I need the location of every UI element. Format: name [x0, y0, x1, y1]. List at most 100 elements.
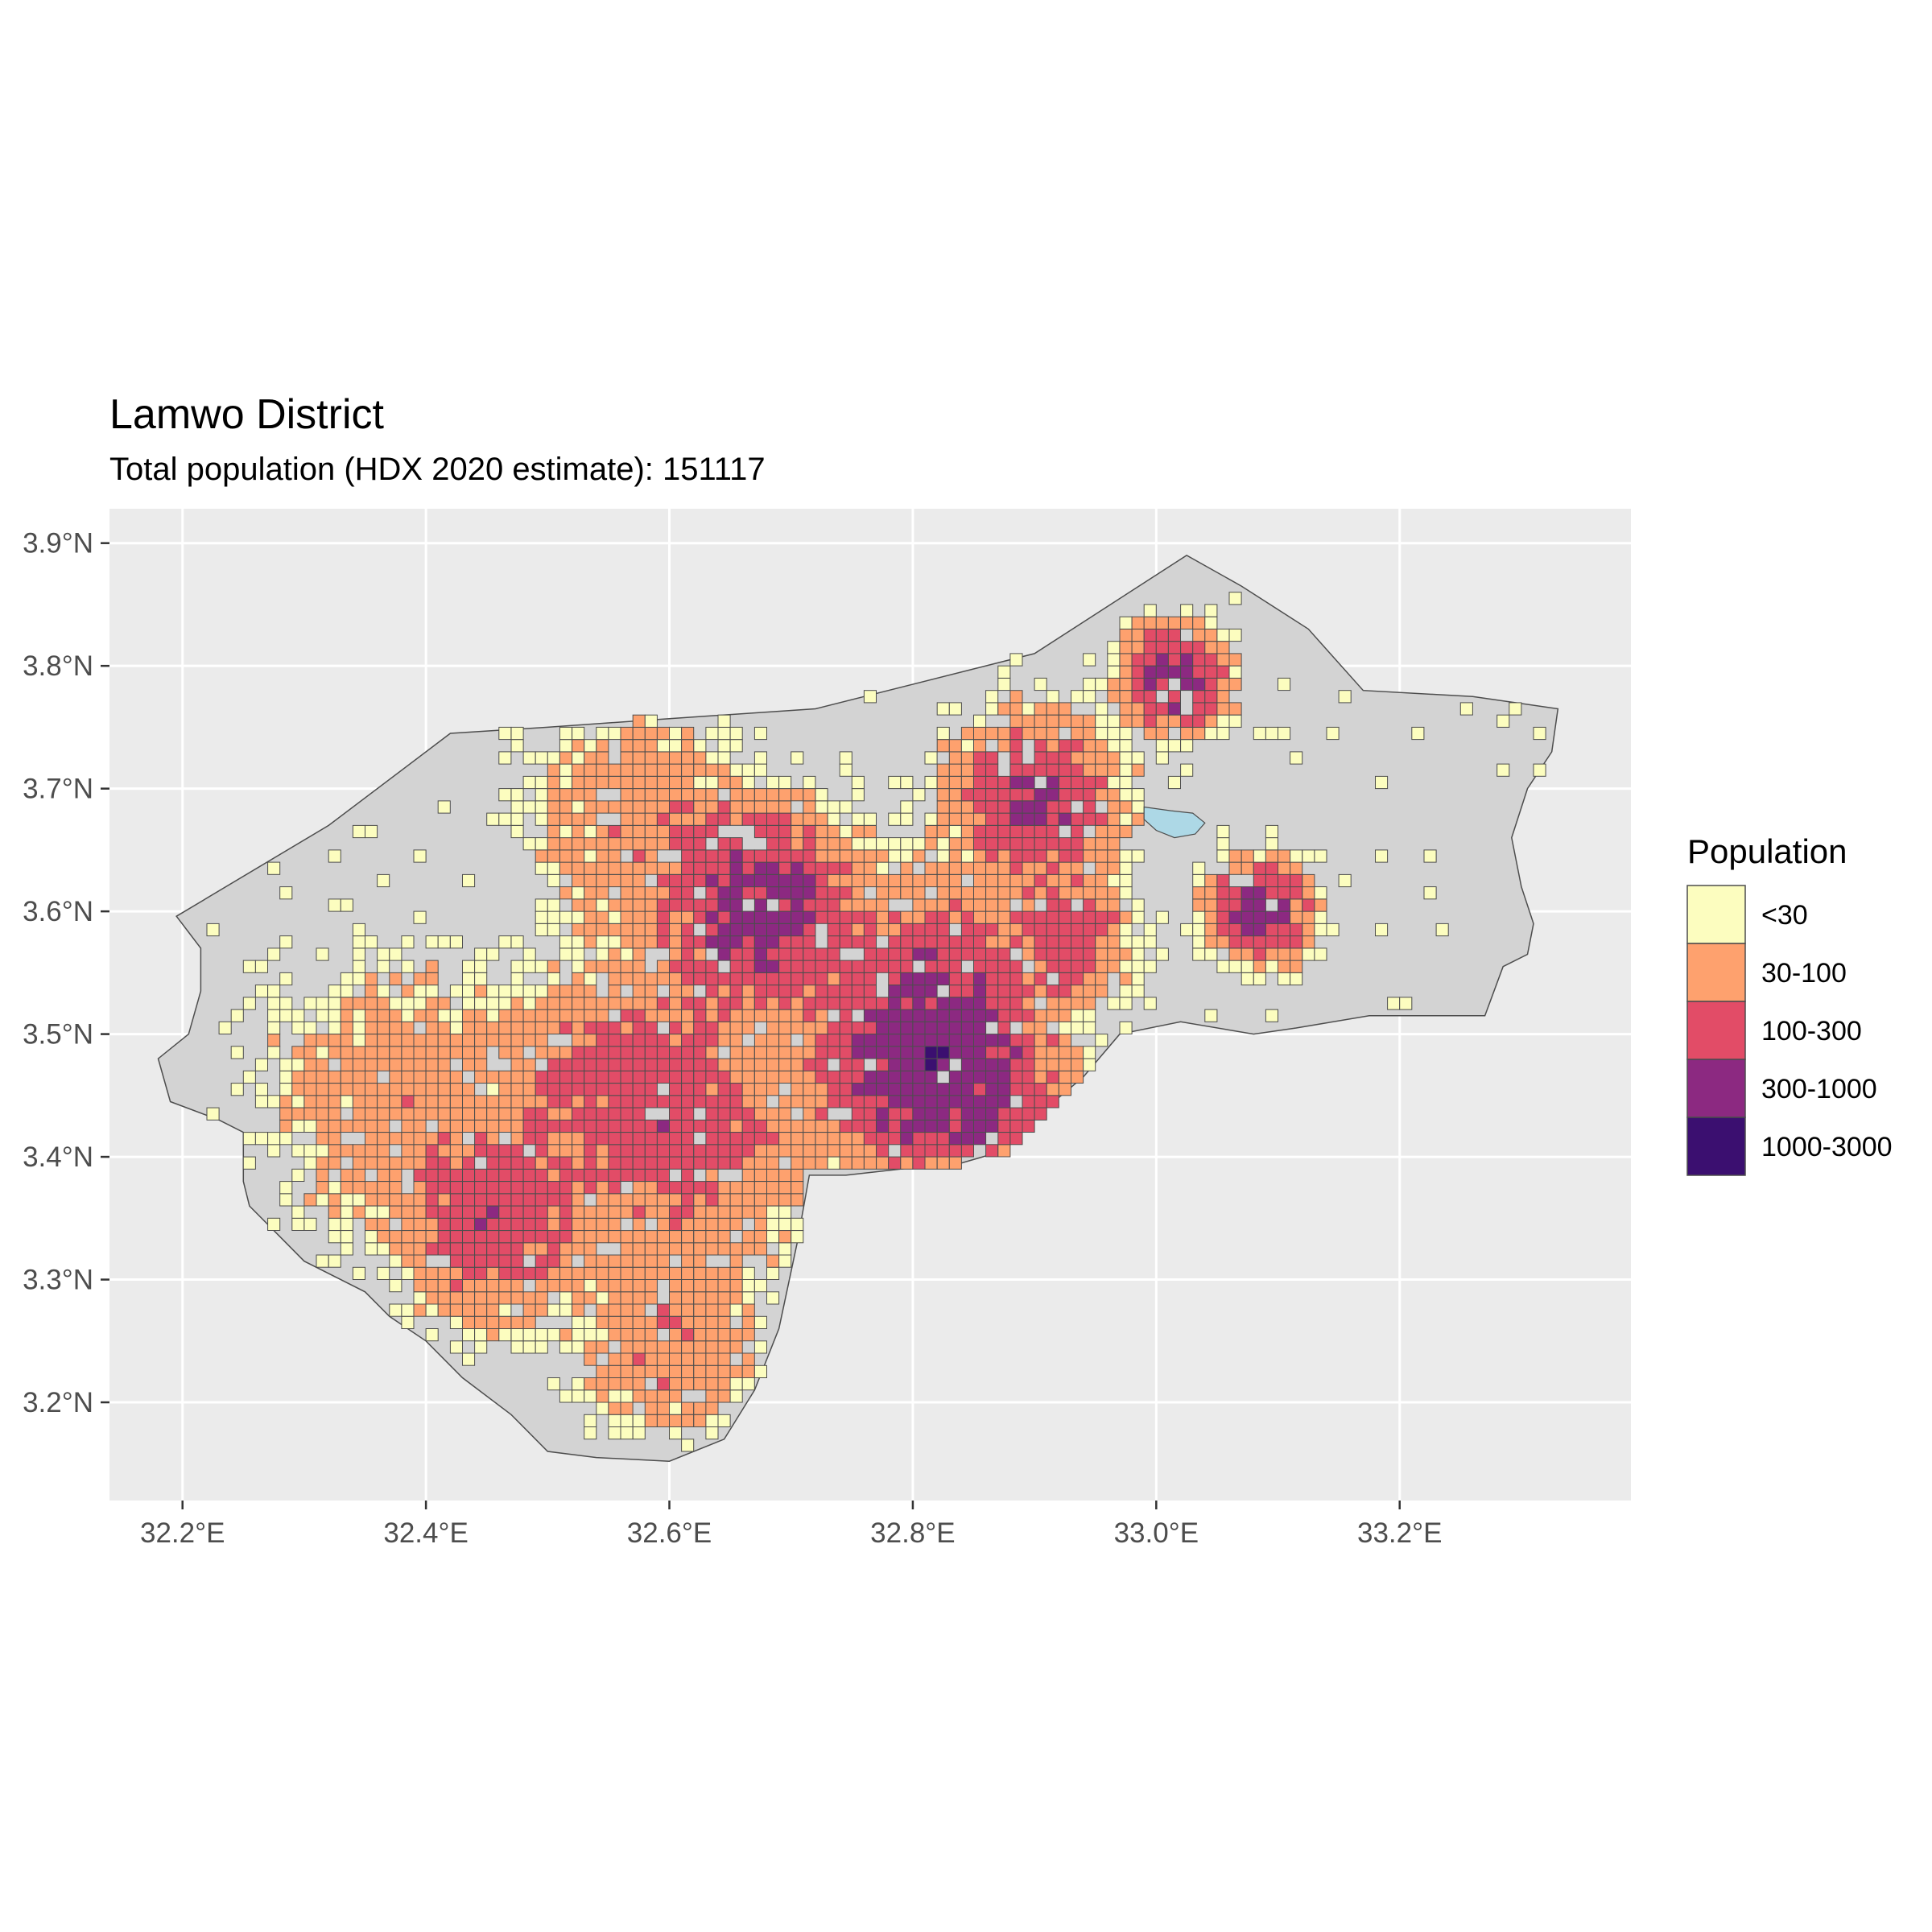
population-cell: [425, 1181, 439, 1195]
population-cell: [365, 1181, 378, 1195]
population-cell: [900, 997, 914, 1010]
population-cell: [960, 1107, 975, 1121]
population-cell: [572, 800, 585, 814]
population-cell: [827, 1144, 840, 1158]
population-cell: [316, 1156, 329, 1170]
population-cell: [912, 1046, 926, 1059]
population-cell: [888, 1095, 902, 1108]
population-cell: [705, 1315, 719, 1330]
population-cell: [572, 1009, 585, 1022]
population-cell: [1058, 960, 1072, 973]
population-cell: [1107, 947, 1121, 961]
population-cell: [729, 972, 743, 986]
population-cell: [778, 1095, 792, 1108]
population-cell: [632, 997, 646, 1010]
population-cell: [888, 1083, 902, 1096]
population-cell: [1058, 1083, 1072, 1096]
population-cell: [669, 726, 683, 741]
population-cell: [815, 1070, 828, 1084]
population-cell: [656, 1168, 671, 1183]
population-cell: [425, 1021, 439, 1035]
population-cell: [449, 1021, 464, 1035]
population-cell: [693, 1279, 707, 1293]
population-cell: [316, 1168, 329, 1183]
population-cell: [827, 1034, 840, 1047]
population-cell: [717, 739, 731, 753]
population-cell: [584, 1389, 597, 1403]
population-cell: [753, 1168, 768, 1183]
population-cell: [620, 861, 634, 875]
population-cell: [681, 997, 695, 1010]
population-cell: [486, 1034, 500, 1047]
population-cell: [948, 788, 962, 802]
population-cell: [437, 1046, 451, 1059]
population-cell: [669, 1426, 683, 1440]
population-cell: [973, 824, 987, 839]
population-cell: [1399, 997, 1413, 1010]
population-cell: [437, 1217, 451, 1232]
population-cell: [912, 1058, 926, 1071]
population-cell: [863, 824, 877, 839]
population-cell: [778, 1205, 792, 1219]
population-cell: [535, 898, 548, 912]
population-cell: [632, 1156, 646, 1170]
population-cell: [449, 1315, 464, 1330]
population-cell: [425, 985, 439, 998]
population-cell: [510, 1193, 524, 1207]
population-cell: [1143, 677, 1157, 691]
population-cell: [1131, 714, 1145, 728]
population-cell: [608, 824, 621, 839]
population-cell: [218, 1021, 232, 1035]
population-cell: [778, 1193, 792, 1207]
population-cell: [827, 824, 840, 839]
population-cell: [1119, 972, 1133, 986]
population-cell: [596, 873, 609, 888]
population-cell: [291, 1217, 305, 1232]
population-cell: [535, 1168, 548, 1183]
population-cell: [510, 1046, 524, 1059]
population-cell: [437, 1230, 451, 1244]
population-cell: [1095, 775, 1108, 790]
population-cell: [693, 1046, 707, 1059]
population-cell: [1022, 1046, 1035, 1059]
population-cell: [462, 1217, 476, 1232]
population-cell: [1022, 935, 1035, 949]
population-cell: [328, 1144, 341, 1158]
population-cell: [1034, 812, 1047, 826]
population-cell: [985, 861, 999, 875]
population-cell: [960, 788, 975, 802]
population-cell: [681, 837, 695, 851]
population-cell: [839, 985, 852, 998]
population-cell: [729, 1083, 743, 1096]
population-cell: [900, 910, 914, 924]
population-cell: [876, 1009, 890, 1022]
population-cell: [839, 1144, 852, 1158]
population-cell: [437, 997, 451, 1010]
population-cell: [1216, 873, 1230, 888]
population-cell: [365, 935, 378, 949]
population-cell: [462, 1193, 476, 1207]
population-cell: [717, 1352, 731, 1366]
population-cell: [912, 1107, 926, 1121]
population-cell: [559, 1021, 573, 1035]
population-cell: [632, 1279, 646, 1293]
population-cell: [510, 960, 524, 973]
population-cell: [1095, 714, 1108, 728]
population-cell: [572, 837, 585, 851]
population-cell: [620, 972, 634, 986]
legend-key-3: [1686, 1059, 1746, 1118]
population-cell: [425, 1303, 439, 1317]
population-cell: [997, 1058, 1011, 1071]
population-cell: [572, 960, 585, 973]
population-cell: [1083, 1009, 1096, 1022]
population-cell: [620, 1402, 634, 1415]
population-cell: [681, 960, 695, 973]
population-cell: [328, 1095, 341, 1108]
population-cell: [997, 665, 1011, 679]
population-cell: [900, 972, 914, 986]
population-cell: [827, 837, 840, 851]
population-cell: [1119, 628, 1133, 642]
population-cell: [462, 1046, 476, 1059]
population-cell: [1131, 849, 1145, 863]
population-cell: [425, 1132, 439, 1146]
